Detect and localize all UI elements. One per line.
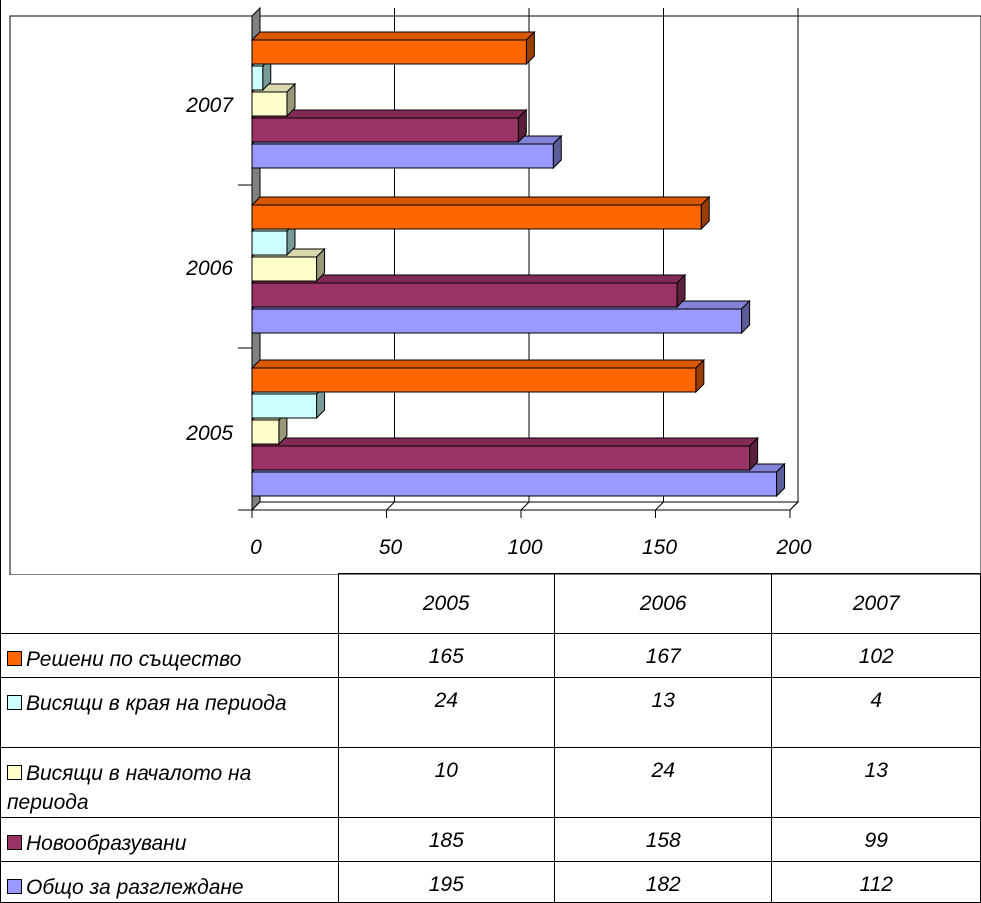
x-gridline-floor — [520, 501, 530, 511]
bar-новообразувани-2005-top — [250, 437, 759, 447]
table-header-cell: 2006 — [553, 573, 773, 634]
table-value-cell: 158 — [553, 817, 773, 862]
table-header-row: 2005 2006 2007 — [0, 573, 981, 634]
bar-решени-по-същество-2007 — [251, 39, 527, 65]
table-value-cell: 24 — [553, 747, 773, 818]
table-value-cell: 10 — [337, 747, 555, 818]
legend-entry: Висящи в началото на периода — [0, 747, 339, 818]
legend-swatch — [7, 878, 22, 894]
table-corner-cell — [0, 573, 339, 634]
bar-решени-по-същество-2006 — [251, 204, 702, 230]
legend-entry: Решени по същество — [0, 633, 339, 678]
bar-общо-за-разглеждане-2007 — [251, 143, 554, 169]
table-value-cell: 112 — [771, 861, 981, 903]
grid-layer — [250, 6, 800, 512]
legend-label: Новообразувани — [26, 832, 187, 855]
bar-висящи-в-края-на-периода-2007 — [251, 65, 264, 91]
bar-висящи-в-края-на-периода-2005 — [251, 393, 318, 419]
legend-label: Висящи в края на периода — [26, 692, 287, 715]
legend-swatch — [7, 694, 22, 710]
bar-решени-по-същество-2005 — [251, 367, 697, 393]
bar-висящи-в-началото-на-периода-2006 — [251, 256, 318, 282]
legend-swatch — [7, 834, 22, 850]
legend-entry: Висящи в края на периода — [0, 677, 339, 748]
table-value-cell: 182 — [553, 861, 773, 903]
table-value-cell: 13 — [553, 677, 773, 748]
legend-label: Общо за разглеждане — [26, 876, 244, 899]
x-tick-label: 200 — [775, 536, 811, 559]
bar-висящи-в-края-на-периода-2006 — [251, 230, 288, 256]
legend-label: Решени по същество — [26, 648, 242, 671]
table-header-cell: 2007 — [771, 573, 981, 634]
x-gridline-floor — [655, 501, 664, 511]
table-value-cell: 13 — [771, 747, 981, 818]
data-table: 2005 2006 2007 Решени по същество 165 167 1… — [0, 573, 981, 903]
legend-swatch — [7, 650, 22, 666]
table-value-cell: 167 — [553, 633, 773, 678]
table-row: Общо за разглеждане 195 182 112 — [0, 861, 981, 903]
bar-решени-по-същество-2007-top — [250, 31, 536, 41]
bars-layer — [250, 30, 786, 498]
table-row: Висящи в началото на периода 10 24 13 — [0, 747, 981, 818]
x-tick-label: 100 — [507, 536, 542, 559]
bar-висящи-в-началото-на-периода-2005 — [251, 419, 280, 445]
table-value-cell: 24 — [337, 677, 555, 748]
bar-новообразувани-2007 — [251, 117, 519, 143]
bar-новообразувани-2007-top — [250, 109, 528, 119]
bar-висящи-в-началото-на-периода-2007 — [251, 91, 288, 117]
bar-общо-за-разглеждане-2005 — [251, 471, 778, 497]
x-tick-label: 150 — [642, 536, 677, 559]
table-row: Решени по същество 165 167 102 — [0, 633, 981, 678]
bar-новообразувани-2006 — [251, 282, 678, 308]
bar-общо-за-разглеждане-2006 — [251, 308, 743, 334]
bar-chart: 0 50 100 150 200 2005 2006 2007 — [9, 6, 981, 575]
table-value-cell: 102 — [771, 633, 981, 678]
table-value-cell: 4 — [771, 677, 981, 748]
axis-layer: 0 50 100 150 200 2005 2006 2007 — [185, 15, 812, 559]
bar-новообразувани-2005 — [251, 445, 751, 471]
table-row: Висящи в края на периода 24 13 4 — [0, 677, 981, 748]
plot-area-frame — [9, 15, 981, 575]
x-gridline-floor — [789, 501, 799, 511]
table-header-cell: 2005 — [337, 573, 555, 634]
x-tick-label: 0 — [250, 536, 262, 559]
y-category-label: 2006 — [185, 257, 233, 280]
chart-left-border — [0, 0, 1, 893]
table-value-cell: 99 — [771, 817, 981, 862]
table-value-cell: 165 — [337, 633, 555, 678]
table-row: Новообразувани 185 158 99 — [0, 817, 981, 862]
table-value-cell: 185 — [337, 817, 555, 862]
x-gridline-floor — [386, 501, 395, 511]
y-category-label: 2005 — [185, 422, 233, 445]
legend-swatch — [7, 764, 22, 780]
bar-решени-по-същество-2006-top — [250, 196, 711, 206]
bar-решени-по-същество-2005-top — [250, 359, 706, 369]
legend-label: Висящи в началото на периода — [7, 762, 252, 814]
legend-entry: Новообразувани — [0, 817, 339, 862]
table-value-cell: 195 — [337, 861, 555, 903]
legend-entry: Общо за разглеждане — [0, 861, 339, 903]
x-tick-label: 50 — [379, 536, 403, 559]
y-category-label: 2007 — [185, 94, 234, 117]
